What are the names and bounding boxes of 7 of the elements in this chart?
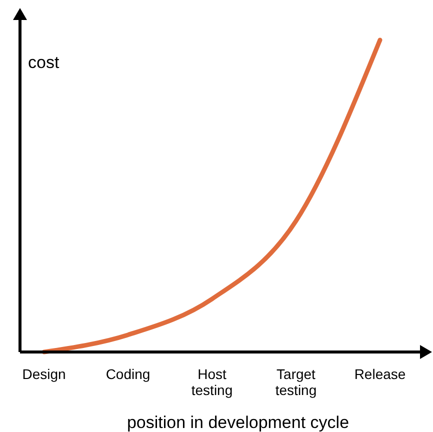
x-tick-label: Coding [106, 366, 150, 382]
x-tick-label: Design [22, 366, 66, 382]
x-axis-title: position in development cycle [126, 413, 350, 432]
x-tick-label: Release [354, 366, 406, 382]
y-axis-title: cost [28, 53, 60, 72]
x-tick-label: Host testing [191, 366, 233, 398]
x-tick-label: Target testing [275, 366, 317, 398]
